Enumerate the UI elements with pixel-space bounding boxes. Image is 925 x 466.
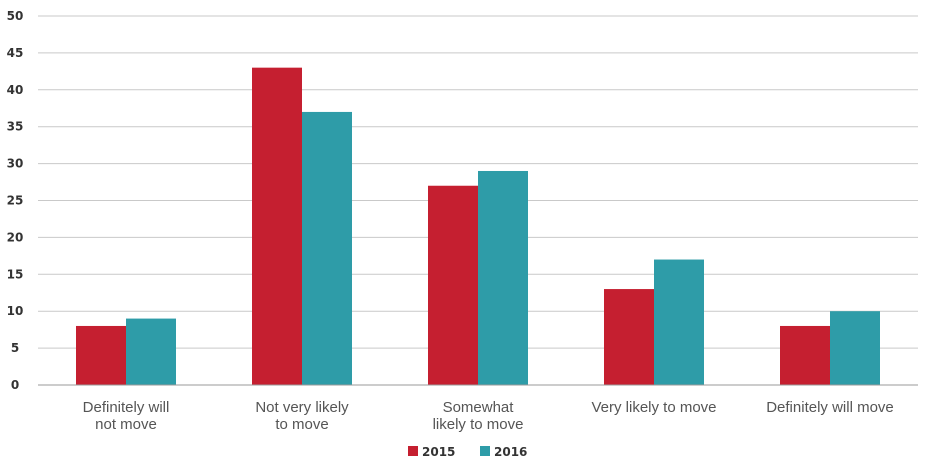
y-tick-label: 15 — [7, 267, 24, 281]
bar-2016-4 — [654, 259, 704, 385]
bar-2015-1 — [76, 325, 126, 385]
bar-2015-5 — [780, 325, 830, 385]
x-category-label: Very likely to move — [591, 399, 716, 416]
x-category-label-line: Definitely will move — [766, 399, 894, 416]
y-axis-tick-labels: 0 5 10 15 20 25 30 35 40 45 50 — [7, 9, 24, 392]
x-category-label-line: to move — [275, 416, 328, 433]
x-category-label: Definitely will move — [766, 399, 894, 416]
x-category-label-line: likely to move — [433, 416, 524, 433]
x-category-label-line: Very likely to move — [591, 399, 716, 416]
y-tick-label: 10 — [7, 304, 24, 318]
y-tick-label: 45 — [7, 46, 24, 60]
x-category-label-line: not move — [95, 416, 157, 433]
x-axis-category-labels: Definitely will not move Not very likely to… — [83, 399, 894, 433]
y-tick-label: 20 — [7, 230, 24, 244]
bars — [76, 67, 880, 385]
x-category-label-line: Definitely will — [83, 399, 170, 416]
legend: 2015 2016 — [408, 445, 527, 459]
y-tick-label: 30 — [7, 157, 24, 171]
bar-2015-2 — [252, 67, 302, 385]
x-category-label: Somewhat likely to move — [433, 399, 524, 433]
y-tick-label: 5 — [11, 341, 19, 355]
bar-2015-4 — [604, 289, 654, 385]
bar-2016-3 — [478, 170, 528, 385]
bar-2016-2 — [302, 111, 352, 385]
y-tick-label: 40 — [7, 83, 24, 97]
bar-2016-5 — [830, 311, 880, 385]
bar-2015-3 — [428, 185, 478, 385]
bar-2016-1 — [126, 318, 176, 385]
y-tick-label: 35 — [7, 120, 24, 134]
legend-label-2016: 2016 — [494, 445, 527, 459]
y-tick-label: 50 — [7, 9, 24, 23]
x-category-label-line: Somewhat — [443, 399, 515, 416]
x-category-label: Not very likely to move — [255, 399, 349, 433]
legend-swatch-2015 — [408, 446, 418, 456]
legend-swatch-2016 — [480, 446, 490, 456]
x-category-label-line: Not very likely — [255, 399, 349, 416]
y-tick-label: 25 — [7, 194, 24, 208]
legend-label-2015: 2015 — [422, 445, 455, 459]
x-category-label: Definitely will not move — [83, 399, 170, 433]
y-tick-label: 0 — [11, 378, 19, 392]
